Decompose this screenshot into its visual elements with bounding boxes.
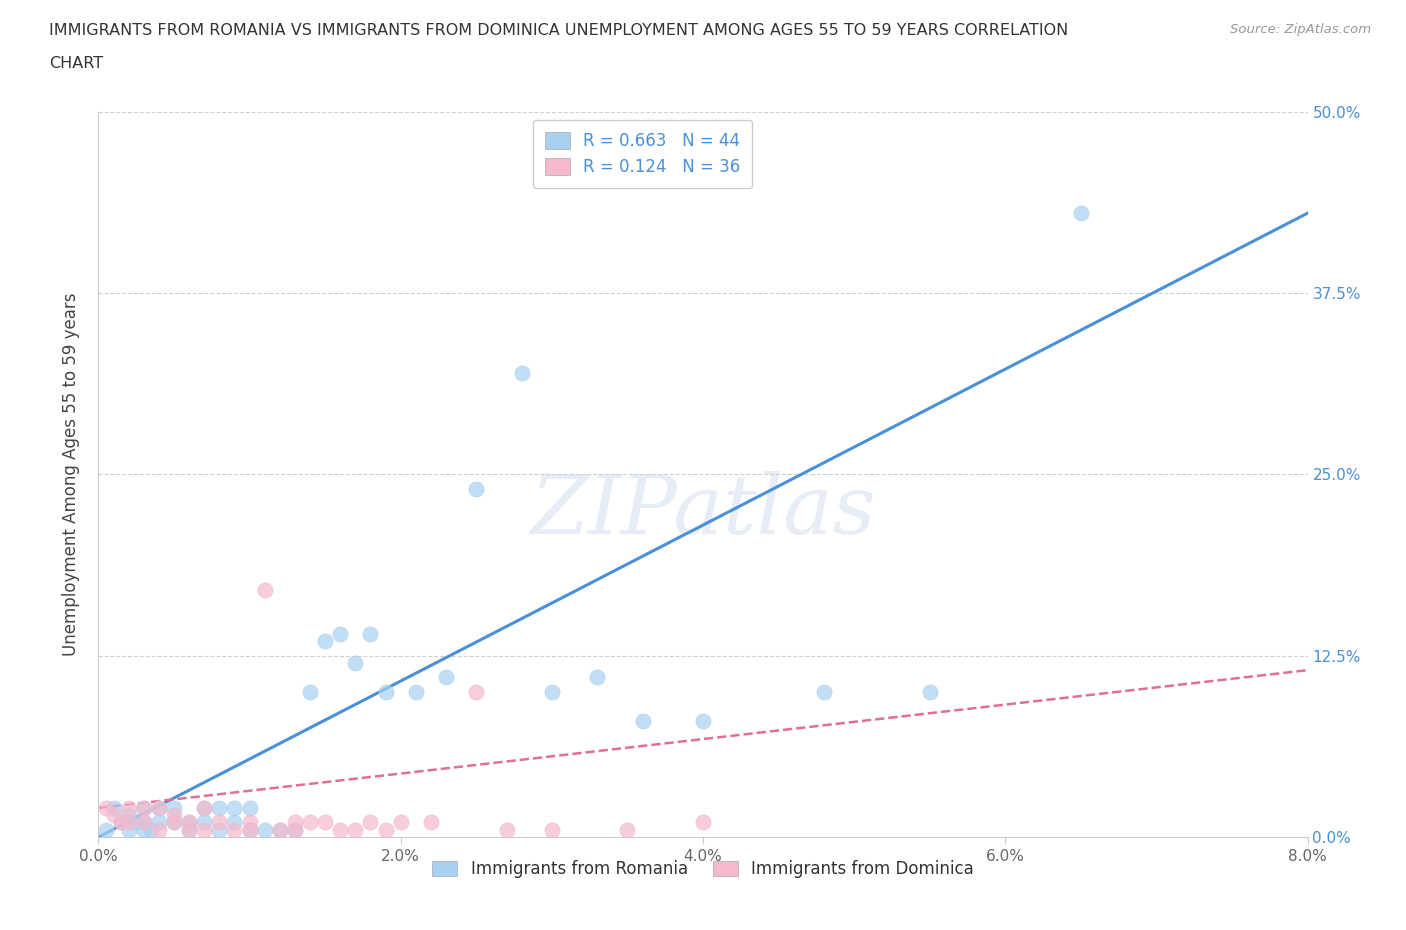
Point xyxy=(299,684,322,699)
Point xyxy=(208,801,231,816)
Point xyxy=(239,801,262,816)
Point xyxy=(208,822,231,837)
Point xyxy=(103,808,125,823)
Point xyxy=(239,815,262,830)
Point xyxy=(465,684,488,699)
Point xyxy=(465,482,488,497)
Point xyxy=(103,801,125,816)
Point xyxy=(94,801,117,816)
Point xyxy=(94,822,117,837)
Point xyxy=(141,822,163,837)
Point xyxy=(918,684,941,699)
Point xyxy=(148,801,170,816)
Point xyxy=(389,815,412,830)
Point xyxy=(405,684,427,699)
Point xyxy=(208,815,231,830)
Point xyxy=(193,822,215,837)
Point xyxy=(420,815,443,830)
Point xyxy=(269,822,291,837)
Point xyxy=(163,801,186,816)
Point xyxy=(299,815,322,830)
Point xyxy=(148,801,170,816)
Point xyxy=(692,815,714,830)
Point xyxy=(118,815,141,830)
Point xyxy=(269,822,291,837)
Text: CHART: CHART xyxy=(49,56,103,71)
Point xyxy=(110,815,132,830)
Point xyxy=(284,822,307,837)
Text: IMMIGRANTS FROM ROMANIA VS IMMIGRANTS FROM DOMINICA UNEMPLOYMENT AMONG AGES 55 T: IMMIGRANTS FROM ROMANIA VS IMMIGRANTS FR… xyxy=(49,23,1069,38)
Point xyxy=(253,822,276,837)
Point xyxy=(179,822,201,837)
Point xyxy=(163,808,186,823)
Text: ZIPatlas: ZIPatlas xyxy=(530,471,876,551)
Point xyxy=(125,815,148,830)
Point xyxy=(692,713,714,728)
Point xyxy=(179,822,201,837)
Point xyxy=(586,670,609,684)
Point xyxy=(224,815,246,830)
Point xyxy=(314,633,336,648)
Point xyxy=(132,801,155,816)
Point xyxy=(132,822,155,837)
Point xyxy=(132,815,155,830)
Point xyxy=(360,815,382,830)
Point xyxy=(163,815,186,830)
Point xyxy=(540,822,562,837)
Point xyxy=(118,801,141,816)
Point xyxy=(510,365,533,380)
Point xyxy=(179,815,201,830)
Legend: R = 0.663   N = 44, R = 0.124   N = 36: R = 0.663 N = 44, R = 0.124 N = 36 xyxy=(533,120,752,188)
Point xyxy=(110,815,132,830)
Point xyxy=(616,822,638,837)
Point xyxy=(253,583,276,598)
Point xyxy=(193,801,215,816)
Point xyxy=(540,684,562,699)
Point xyxy=(329,822,352,837)
Point xyxy=(360,627,382,642)
Point xyxy=(284,822,307,837)
Y-axis label: Unemployment Among Ages 55 to 59 years: Unemployment Among Ages 55 to 59 years xyxy=(62,293,80,656)
Point xyxy=(239,822,262,837)
Point xyxy=(118,808,141,823)
Point xyxy=(314,815,336,830)
Point xyxy=(344,822,367,837)
Point xyxy=(148,815,170,830)
Point xyxy=(631,713,654,728)
Point xyxy=(193,801,215,816)
Point xyxy=(239,822,262,837)
Point xyxy=(1070,206,1092,220)
Point xyxy=(344,656,367,671)
Point xyxy=(118,822,141,837)
Point xyxy=(374,822,396,837)
Point xyxy=(329,627,352,642)
Point xyxy=(284,815,307,830)
Point xyxy=(374,684,396,699)
Point xyxy=(224,822,246,837)
Point xyxy=(163,815,186,830)
Point xyxy=(132,815,155,830)
Point xyxy=(434,670,457,684)
Point xyxy=(193,815,215,830)
Point xyxy=(495,822,517,837)
Point xyxy=(813,684,835,699)
Point xyxy=(224,801,246,816)
Point xyxy=(179,815,201,830)
Text: Source: ZipAtlas.com: Source: ZipAtlas.com xyxy=(1230,23,1371,36)
Point xyxy=(148,822,170,837)
Point xyxy=(132,801,155,816)
